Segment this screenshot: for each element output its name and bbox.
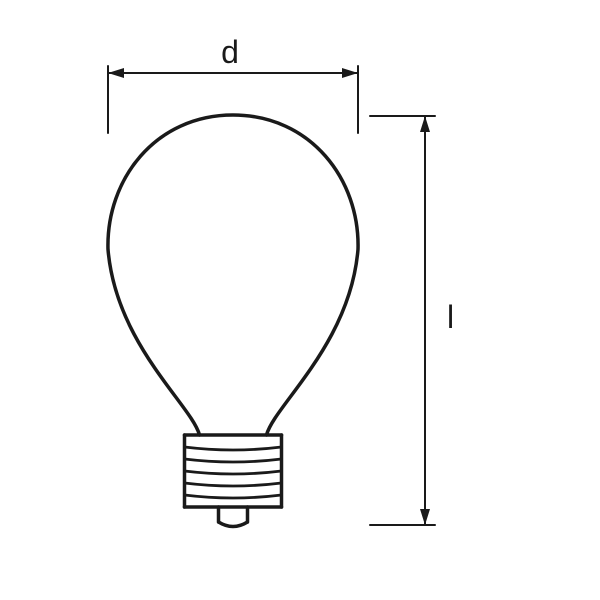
bulb-diagram-svg: dl: [0, 0, 600, 600]
technical-diagram: dl: [0, 0, 600, 600]
dimension-length-label: l: [447, 299, 454, 335]
dimension-diameter-label: d: [221, 34, 239, 70]
